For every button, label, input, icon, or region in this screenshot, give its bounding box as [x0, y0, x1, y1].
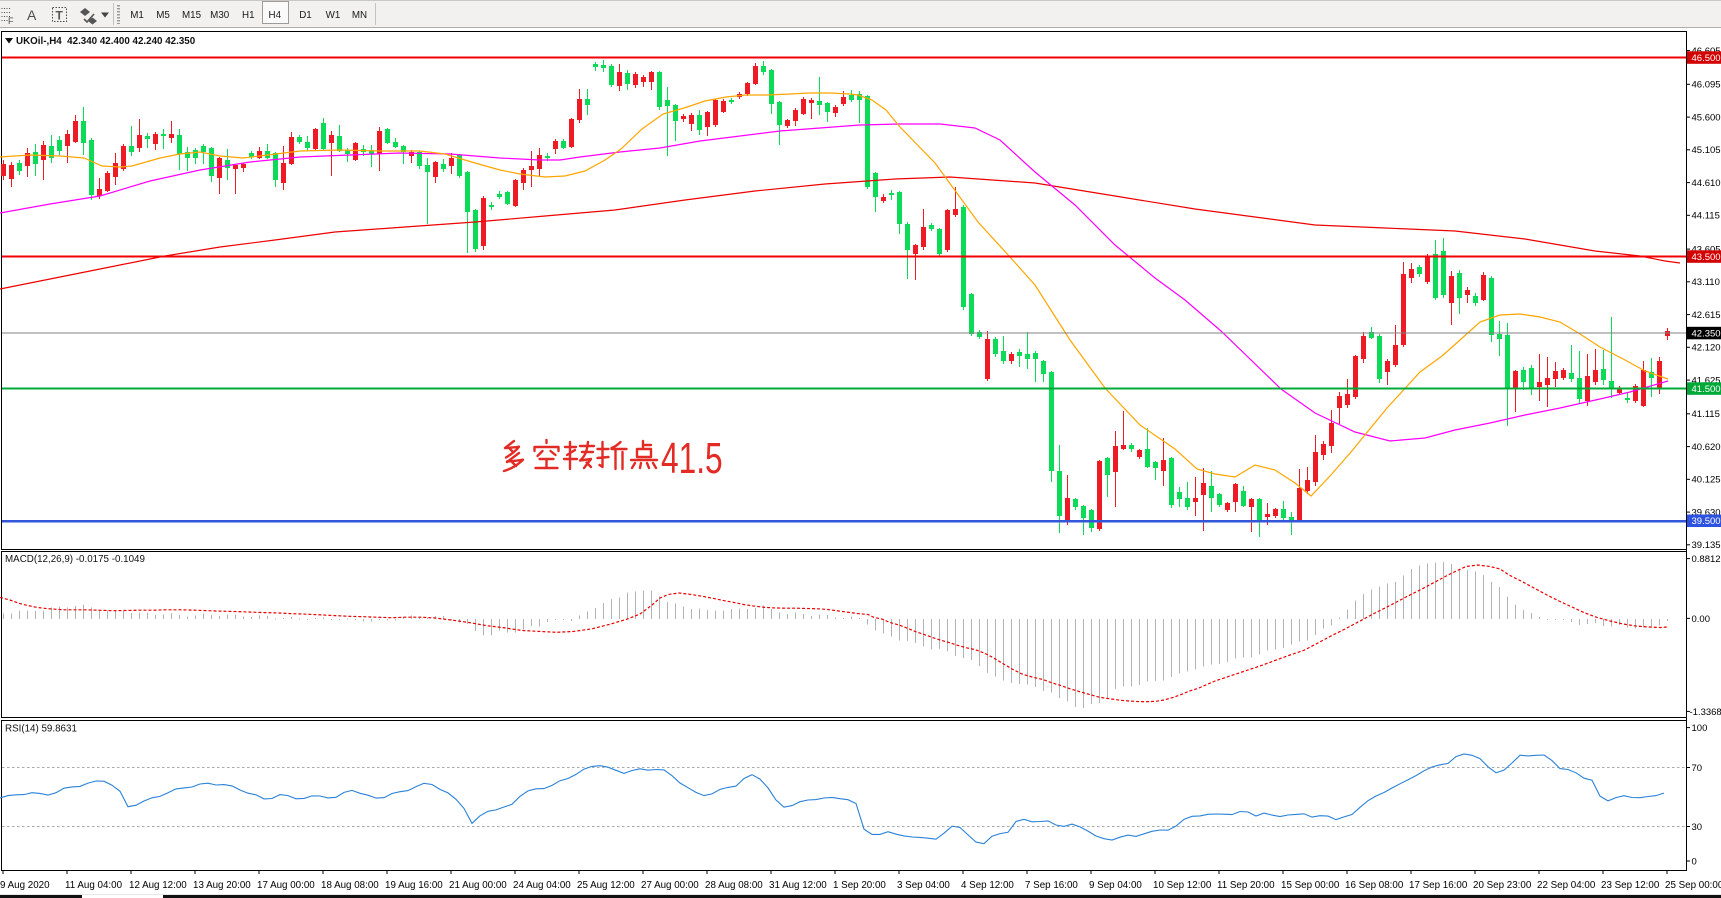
svg-text:RSI(14) 59.8631: RSI(14) 59.8631 — [5, 724, 77, 735]
svg-text:44.115: 44.115 — [1692, 211, 1720, 222]
svg-text:T: T — [56, 9, 64, 23]
svg-text:A: A — [27, 7, 37, 23]
svg-text:7 Sep 16:00: 7 Sep 16:00 — [1025, 880, 1078, 891]
svg-text:20 Sep 23:00: 20 Sep 23:00 — [1473, 880, 1532, 891]
svg-text:0.8812: 0.8812 — [1692, 554, 1721, 565]
svg-text:F: F — [8, 16, 14, 26]
svg-text:43.500: 43.500 — [1692, 252, 1721, 263]
svg-text:3 Sep 04:00: 3 Sep 04:00 — [897, 880, 950, 891]
svg-text:46.500: 46.500 — [1692, 53, 1721, 64]
svg-text:12 Aug 12:00: 12 Aug 12:00 — [129, 880, 187, 891]
svg-text:M30: M30 — [210, 10, 230, 21]
svg-text:45.105: 45.105 — [1692, 145, 1721, 156]
svg-text:42.615: 42.615 — [1692, 310, 1721, 321]
svg-text:1 Sep 20:00: 1 Sep 20:00 — [833, 880, 886, 891]
svg-text:45.600: 45.600 — [1692, 113, 1721, 124]
svg-text:24 Aug 04:00: 24 Aug 04:00 — [513, 880, 571, 891]
svg-text:39.630: 39.630 — [1692, 508, 1721, 519]
svg-text:42.350: 42.350 — [1692, 328, 1721, 339]
svg-text:41.500: 41.500 — [1692, 384, 1721, 395]
svg-text:D1: D1 — [299, 10, 312, 21]
svg-text:15 Sep 00:00: 15 Sep 00:00 — [1281, 880, 1340, 891]
svg-text:28 Aug 08:00: 28 Aug 08:00 — [705, 880, 763, 891]
svg-text:11 Aug 04:00: 11 Aug 04:00 — [65, 880, 123, 891]
svg-text:23 Sep 12:00: 23 Sep 12:00 — [1601, 880, 1660, 891]
svg-text:17 Aug 00:00: 17 Aug 00:00 — [257, 880, 315, 891]
svg-text:25 Sep 00:00: 25 Sep 00:00 — [1665, 880, 1721, 891]
svg-text:19 Aug 16:00: 19 Aug 16:00 — [385, 880, 443, 891]
svg-text:41.5: 41.5 — [661, 434, 723, 483]
svg-text:70: 70 — [1692, 763, 1703, 774]
svg-text:UKOil-,H4 42.340 42.400 42.24: UKOil-,H4 42.340 42.400 42.240 42.350 — [16, 36, 196, 47]
svg-text:M5: M5 — [156, 10, 170, 21]
svg-text:0.00: 0.00 — [1692, 614, 1711, 625]
svg-text:43.605: 43.605 — [1692, 245, 1721, 256]
svg-text:M1: M1 — [130, 10, 144, 21]
svg-text:22 Sep 04:00: 22 Sep 04:00 — [1537, 880, 1596, 891]
svg-text:4 Sep 12:00: 4 Sep 12:00 — [961, 880, 1014, 891]
svg-text:M15: M15 — [182, 10, 202, 21]
svg-text:10 Sep 12:00: 10 Sep 12:00 — [1153, 880, 1212, 891]
svg-text:46.095: 46.095 — [1692, 80, 1721, 91]
svg-text:13 Aug 20:00: 13 Aug 20:00 — [193, 880, 251, 891]
svg-text:H1: H1 — [242, 10, 255, 21]
svg-text:39.500: 39.500 — [1692, 516, 1721, 527]
svg-text:21 Aug 00:00: 21 Aug 00:00 — [449, 880, 507, 891]
svg-text:16 Sep 08:00: 16 Sep 08:00 — [1345, 880, 1404, 891]
svg-text:MACD(12,26,9) -0.0175 -0.1049: MACD(12,26,9) -0.0175 -0.1049 — [5, 554, 145, 565]
svg-text:43.110: 43.110 — [1692, 277, 1720, 288]
svg-text:-1.3368: -1.3368 — [1690, 707, 1721, 718]
svg-text:41.115: 41.115 — [1692, 409, 1720, 420]
svg-text:17 Sep 16:00: 17 Sep 16:00 — [1409, 880, 1468, 891]
svg-text:H4: H4 — [269, 10, 282, 21]
svg-text:0: 0 — [1692, 856, 1697, 867]
svg-text:30: 30 — [1692, 822, 1703, 833]
svg-text:40.125: 40.125 — [1692, 475, 1721, 486]
svg-text:44.610: 44.610 — [1692, 178, 1721, 189]
svg-text:39.135: 39.135 — [1692, 540, 1721, 551]
svg-text:11 Sep 20:00: 11 Sep 20:00 — [1217, 880, 1275, 891]
svg-text:31 Aug 12:00: 31 Aug 12:00 — [769, 880, 827, 891]
svg-text:27 Aug 00:00: 27 Aug 00:00 — [641, 880, 699, 891]
svg-text:18 Aug 08:00: 18 Aug 08:00 — [321, 880, 379, 891]
svg-text:100: 100 — [1692, 723, 1708, 734]
svg-text:9 Sep 04:00: 9 Sep 04:00 — [1089, 880, 1142, 891]
svg-text:W1: W1 — [326, 10, 341, 21]
svg-text:MN: MN — [352, 10, 367, 21]
svg-text:25 Aug 12:00: 25 Aug 12:00 — [577, 880, 635, 891]
svg-text:9 Aug 2020: 9 Aug 2020 — [0, 880, 50, 891]
svg-text:40.620: 40.620 — [1692, 442, 1721, 453]
svg-text:41.625: 41.625 — [1692, 376, 1721, 387]
svg-text:42.120: 42.120 — [1692, 343, 1721, 354]
